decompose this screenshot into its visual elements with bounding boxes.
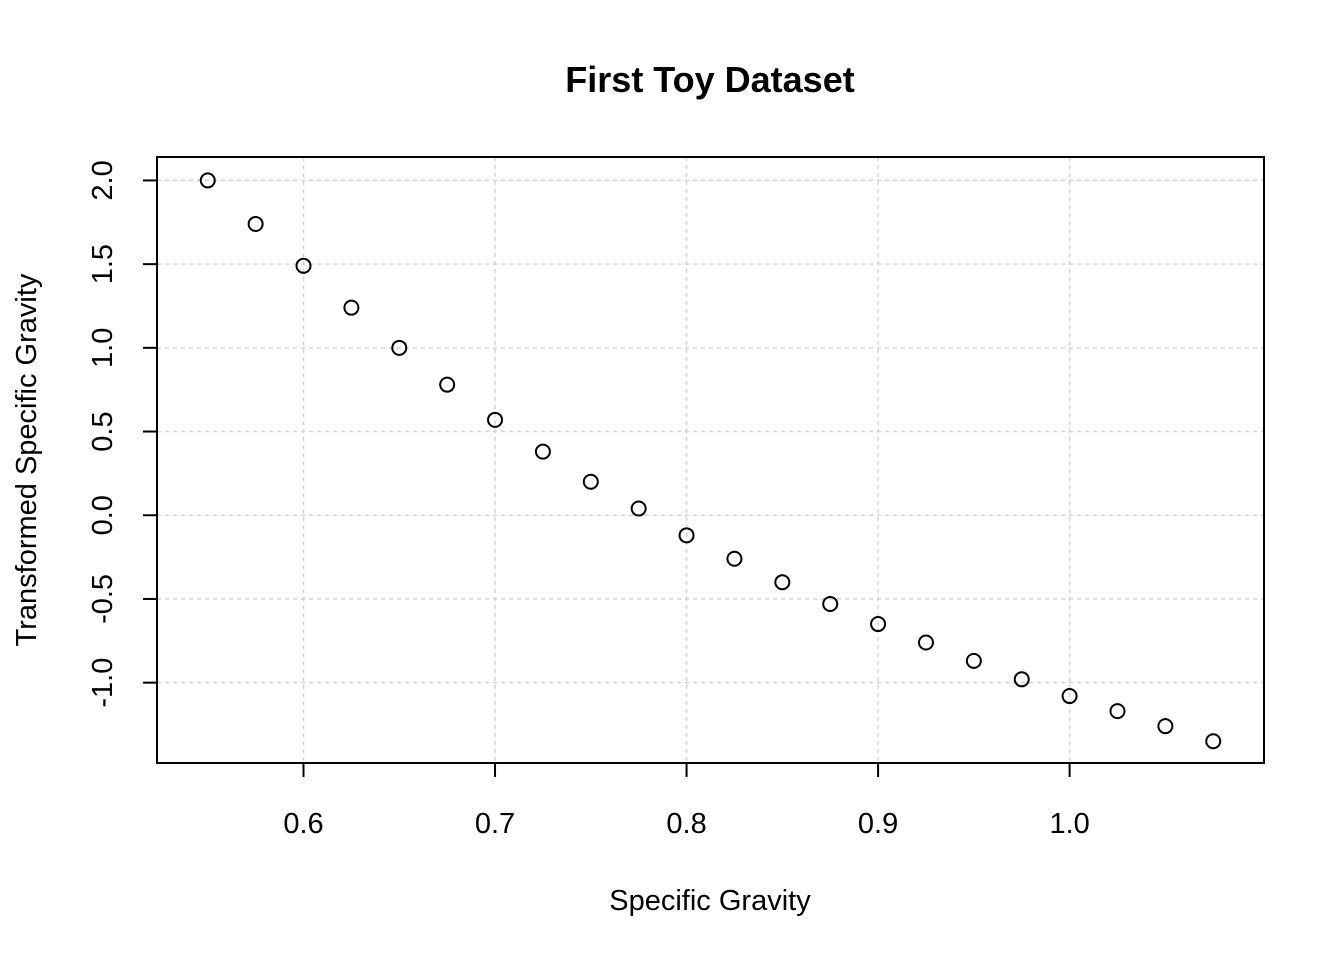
x-tick-label: 0.9 xyxy=(858,808,898,840)
data-point xyxy=(247,215,264,232)
data-point xyxy=(1013,671,1030,688)
y-tick-label: 1.0 xyxy=(87,328,119,368)
data-point xyxy=(870,616,887,633)
plot-frame xyxy=(156,156,1265,764)
data-point xyxy=(295,257,312,274)
data-point xyxy=(965,652,982,669)
data-point xyxy=(630,500,647,517)
data-point xyxy=(343,299,360,316)
chart-title: First Toy Dataset xyxy=(565,59,854,100)
data-point xyxy=(1109,703,1126,720)
x-axis-label: Specific Gravity xyxy=(609,885,811,917)
data-point xyxy=(582,473,599,490)
data-points xyxy=(199,172,1222,750)
data-point xyxy=(678,527,695,544)
data-point xyxy=(534,443,551,460)
y-tick-label: 0.0 xyxy=(87,495,119,535)
data-point xyxy=(822,595,839,612)
x-tick-label: 0.8 xyxy=(666,808,706,840)
data-point xyxy=(1157,718,1174,735)
y-tick-label: 0.5 xyxy=(87,411,119,451)
data-point xyxy=(1061,688,1078,705)
data-point xyxy=(917,634,934,651)
y-tick-label: -1.0 xyxy=(87,658,119,708)
y-axis-label: Transformed Specific Gravity xyxy=(11,273,43,646)
y-tick-label: 2.0 xyxy=(87,160,119,200)
x-tick-label: 0.7 xyxy=(475,808,515,840)
data-point xyxy=(726,550,743,567)
y-tick-label: -0.5 xyxy=(87,574,119,624)
grid-lines xyxy=(157,157,1264,763)
data-point xyxy=(774,574,791,591)
axis-ticks: 0.6 0.7 0.8 0.9 1.0 -1.0 -0.5 0.0 0.5 1.0 1.5 2.0 xyxy=(87,160,1090,840)
data-point xyxy=(487,411,504,428)
y-tick-label: 1.5 xyxy=(87,244,119,284)
data-point xyxy=(439,376,456,393)
data-point xyxy=(1205,733,1222,750)
data-point xyxy=(391,339,408,356)
x-tick-label: 0.6 xyxy=(283,808,323,840)
x-tick-label: 1.0 xyxy=(1049,808,1089,840)
data-point xyxy=(199,172,216,189)
